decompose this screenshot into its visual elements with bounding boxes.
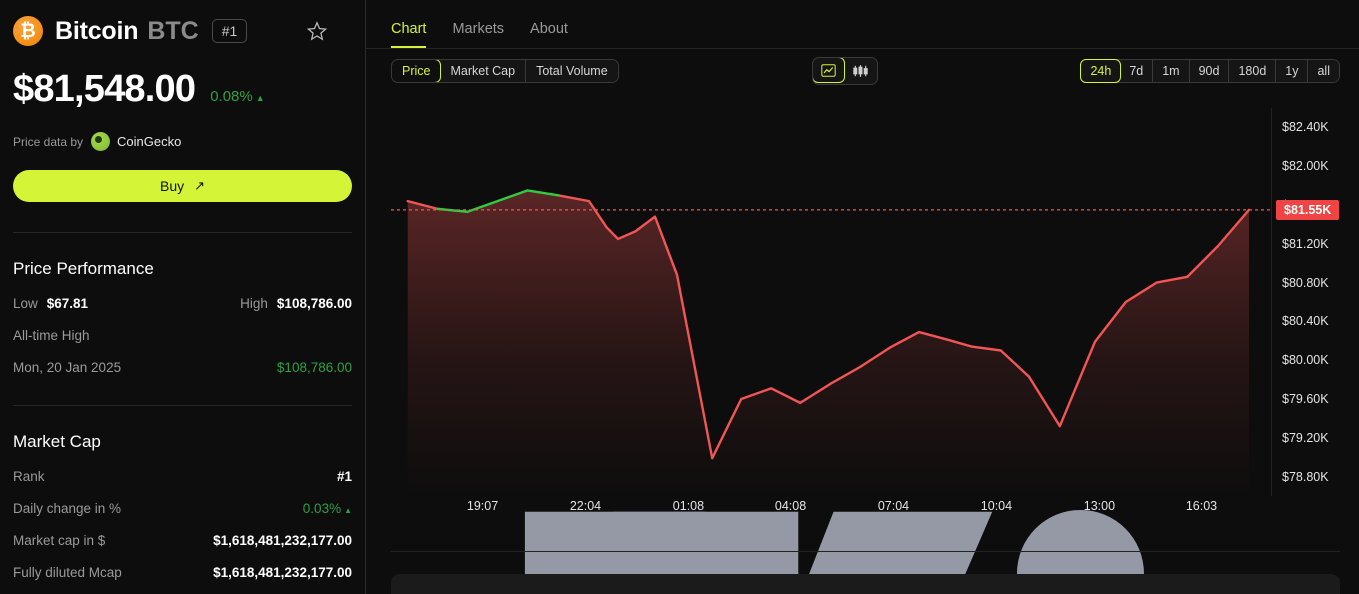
high-label: High [240,296,268,311]
fully-diluted-label: Fully diluted Mcap [13,565,122,580]
x-axis-tick: 04:08 [774,499,807,513]
y-axis-tick: $82.40K [1282,120,1329,135]
y-axis-tick: $78.80K [1282,469,1329,484]
range-1y[interactable]: 1y [1276,60,1309,82]
low-label: Low [13,296,38,311]
panel-tabs: Chart Markets About [366,0,1359,48]
chart-line-down [406,194,1251,460]
y-axis-tick: $79.60K [1282,392,1329,406]
daily-change-caret-icon: ▲ [344,506,352,515]
market-cap-label: Market cap in $ [13,533,106,548]
low-value: $67.81 [46,296,89,311]
price-chart[interactable]: $82.40K$82.00K$81.60K$81.20K$80.80K$80.4… [366,95,1359,594]
price-performance-title: Price Performance [13,259,154,278]
market-cap-value: $1,618,481,232,177.00 [213,533,352,548]
coin-header: ₿ Bitcoin BTC #1 [13,0,352,56]
price-change-caret-icon: ▲ [255,93,265,103]
range-all[interactable]: all [1308,60,1339,82]
x-axis-tick: 01:08 [672,499,705,513]
sidebar-divider-2 [13,405,352,406]
market-cap-row-fdv: Fully diluted Mcap $1,618,481,232,177.00 [13,565,352,580]
chart-x-axis: 19:07 22:04 01:08 04:08 07:04 10:04 13:00 16:03 [391,499,1271,529]
sidebar-divider-1 [13,232,352,233]
low-high-row: Low $67.81 High $108,786.00 [13,296,352,311]
buy-button[interactable]: Buy ↗ [13,170,352,202]
ath-label-row: All-time High [13,328,352,343]
segment-market-cap[interactable]: Market Cap [440,60,527,82]
coin-symbol: BTC [147,16,199,45]
market-cap-row-daily-change: Daily change in % 0.03% ▲ [13,501,352,516]
tabs-underline [366,48,1359,49]
x-axis-tick: 16:03 [1185,499,1218,513]
low-group: Low $67.81 [13,296,88,311]
range-180d[interactable]: 180d [1229,60,1277,82]
rank-label: Rank [13,469,45,484]
all-time-high-date: Mon, 20 Jan 2025 [13,360,122,375]
bitcoin-icon: ₿ [13,16,43,46]
chart-y-axis: $82.40K$82.00K$81.60K$81.20K$80.80K$80.4… [1271,108,1359,496]
coingecko-icon [91,132,111,151]
market-cap-row-mcap: Market cap in $ $1,618,481,232,177.00 [13,533,352,548]
tab-chart[interactable]: Chart [391,21,427,48]
tab-about[interactable]: About [530,21,568,37]
segment-price[interactable]: Price [391,60,442,82]
rank-badge: #1 [211,19,248,43]
current-price-badge: $81.55K [1276,199,1340,220]
high-value: $108,786.00 [276,296,352,311]
x-axis-tick: 19:07 [466,499,499,513]
price-change-pct: 0.08% ▲ [210,88,264,105]
chart-type-control [812,57,878,85]
chart-area-fill [407,190,1250,496]
chart-panel: Chart Markets About Price Market Cap Tot… [366,0,1359,594]
price-change-value: 0.08% [210,88,253,105]
arrow-up-right-icon: ↗ [194,178,206,193]
chart-plot-area[interactable] [391,108,1271,594]
price-attribution: Price data by CoinGecko [13,132,352,151]
favorite-star-icon[interactable] [306,20,328,42]
high-group: High $108,786.00 [240,296,352,311]
ath-value-row: Mon, 20 Jan 2025 $108,786.00 [13,360,352,375]
segment-total-volume[interactable]: Total Volume [526,60,618,82]
current-price: $81,548.00 [13,68,196,110]
y-axis-tick: $80.80K [1282,275,1329,290]
y-axis-tick: $80.40K [1282,314,1329,329]
line-chart-icon[interactable] [813,58,845,83]
all-time-high-value: $108,786.00 [276,360,352,375]
daily-change-value-group: 0.03% ▲ [303,501,352,516]
coin-sidebar: ₿ Bitcoin BTC #1 $81,548.00 0.08% ▲ Price… [0,0,366,594]
content-divider [391,551,1340,552]
rank-value: #1 [336,469,352,484]
x-axis-tick: 13:00 [1083,499,1116,513]
y-axis-tick: $80.00K [1282,353,1329,368]
fully-diluted-value: $1,618,481,232,177.00 [213,565,352,580]
all-time-high-label: All-time High [13,328,90,343]
market-cap-row-rank: Rank #1 [13,469,352,484]
coin-name: Bitcoin [55,16,139,45]
daily-change-label: Daily change in % [13,501,122,516]
x-axis-tick: 10:04 [980,499,1013,513]
market-cap-title: Market Cap [13,432,101,451]
y-axis-tick: $82.00K [1282,159,1329,174]
range-1m[interactable]: 1m [1153,60,1190,82]
chart-toolbar: Price Market Cap Total Volume [366,49,1359,93]
x-axis-tick: 22:04 [569,499,602,513]
attribution-provider: CoinGecko [117,134,182,149]
buy-button-label: Buy [159,178,185,194]
candlestick-chart-icon[interactable] [844,58,877,84]
attribution-label: Price data by [13,134,84,149]
price-block: $81,548.00 0.08% ▲ [13,68,352,111]
y-axis-tick: $81.20K [1282,236,1329,251]
metric-segmented-control: Price Market Cap Total Volume [391,59,619,83]
daily-change-value: 0.03% [302,501,342,516]
bottom-panel [391,574,1340,594]
range-24h[interactable]: 24h [1080,59,1122,83]
chart-svg [391,189,1271,496]
time-range-control: 24h 7d 1m 90d 180d 1y all [1080,59,1340,83]
y-axis-tick: $79.20K [1282,430,1329,445]
x-axis-tick: 07:04 [877,499,910,513]
range-7d[interactable]: 7d [1120,60,1154,82]
tab-markets[interactable]: Markets [452,21,505,37]
range-90d[interactable]: 90d [1189,60,1230,82]
